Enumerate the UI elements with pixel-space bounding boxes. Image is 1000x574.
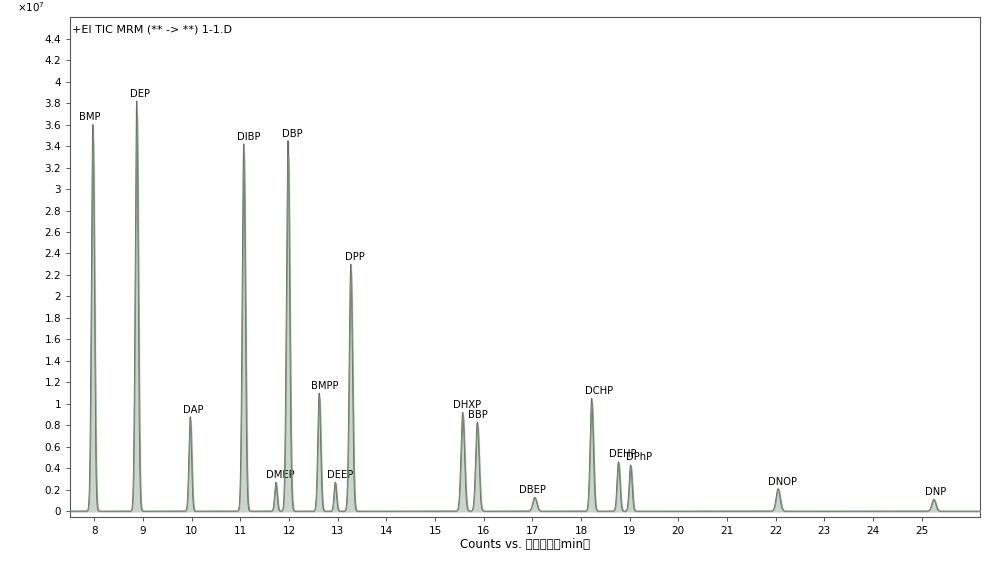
Text: DNP: DNP [925,487,947,497]
Text: DPP: DPP [345,252,365,262]
Text: DBEP: DBEP [519,485,546,495]
Text: DPhP: DPhP [626,452,652,462]
Text: DBP: DBP [282,129,303,138]
Text: DMEP: DMEP [266,470,294,480]
Text: DEP: DEP [130,89,150,99]
Text: BMP: BMP [79,113,100,122]
Text: DHXP: DHXP [453,400,482,410]
Text: DAP: DAP [183,405,204,414]
Text: DEHP: DEHP [609,449,636,459]
Text: DNOP: DNOP [768,476,797,487]
X-axis label: Counts vs. 采集时间（min）: Counts vs. 采集时间（min） [460,538,590,552]
Text: BBP: BBP [468,410,488,420]
Text: DIBP: DIBP [237,132,260,142]
Text: DCHP: DCHP [585,386,613,396]
Text: $\times 10^7$: $\times 10^7$ [17,1,45,14]
Text: +EI TIC MRM (** -> **) 1-1.D: +EI TIC MRM (** -> **) 1-1.D [72,25,232,34]
Text: BMPP: BMPP [311,381,338,391]
Text: DEEP: DEEP [327,470,353,480]
